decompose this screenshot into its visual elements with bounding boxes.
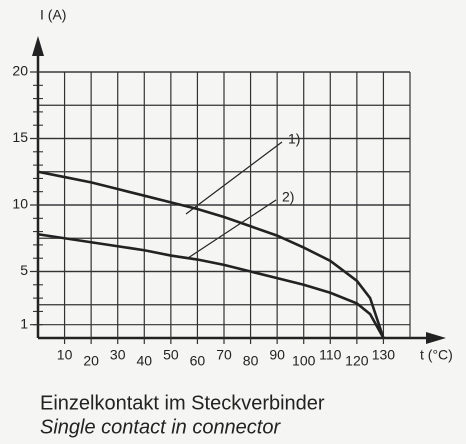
x-tick-label: 90 <box>269 347 285 363</box>
y-tick-label: 20 <box>12 63 28 79</box>
y-tick-label: 5 <box>20 262 28 278</box>
leader-2 <box>187 199 277 259</box>
caption: Einzelkontakt im Steckverbinder <box>40 392 325 414</box>
x-axis-label: t (°C) <box>420 347 453 363</box>
annotation: 2) <box>282 189 294 205</box>
y-tick-label: 10 <box>12 196 28 212</box>
curve <box>37 170 385 339</box>
x-tick-label: 40 <box>136 353 152 369</box>
x-tick-label: 70 <box>216 347 232 363</box>
x-tick-label: 20 <box>83 353 99 369</box>
y-tick-label: 1 <box>20 315 28 331</box>
leader-1 <box>185 141 283 215</box>
y-axis-label: I (A) <box>40 7 66 23</box>
y-arrow <box>32 36 44 56</box>
x-arrow <box>426 332 446 344</box>
x-tick-label: 120 <box>345 353 369 369</box>
caption-en: Single contact in connector <box>40 416 281 438</box>
x-tick-label: 10 <box>57 347 73 363</box>
y-tick-label: 15 <box>12 129 28 145</box>
curve <box>37 232 385 339</box>
x-tick-label: 110 <box>319 347 342 363</box>
x-tick-label: 100 <box>292 353 316 369</box>
x-tick-label: 50 <box>163 347 179 363</box>
x-tick-label: 60 <box>190 353 206 369</box>
x-tick-label: 130 <box>372 347 396 363</box>
x-tick-label: 80 <box>243 353 259 369</box>
x-tick-label: 30 <box>110 347 126 363</box>
